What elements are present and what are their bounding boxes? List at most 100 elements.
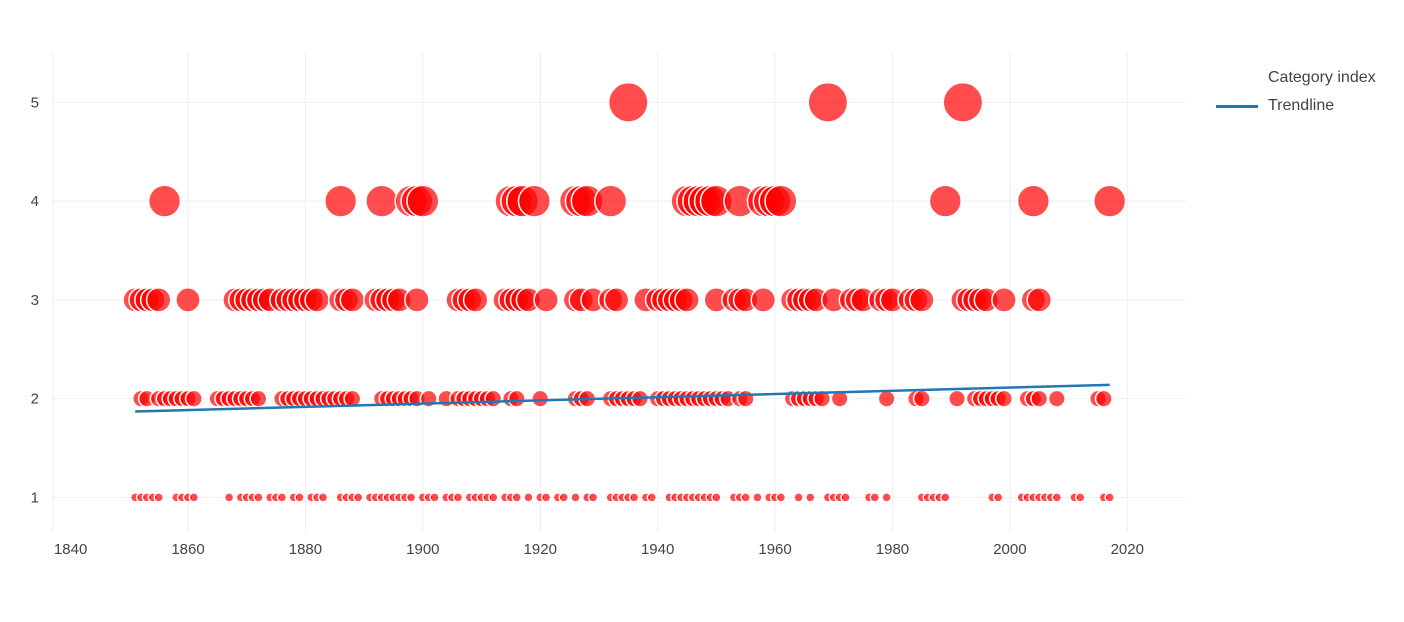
markers — [122, 81, 1127, 503]
data-point[interactable] — [736, 389, 755, 408]
legend-item-category-index[interactable]: Category index — [1214, 64, 1376, 92]
axis-labels: 1840 1860 1880 1900 1920 1940 1960 1980 2000 2020… — [31, 94, 1144, 558]
data-point[interactable] — [184, 389, 203, 408]
data-point[interactable] — [145, 287, 172, 313]
data-point[interactable] — [353, 492, 364, 503]
data-point[interactable] — [1051, 492, 1063, 503]
data-point[interactable] — [540, 492, 552, 503]
trendline[interactable] — [135, 383, 1110, 413]
data-point[interactable] — [153, 492, 164, 503]
data-point[interactable] — [147, 184, 182, 218]
data-point[interactable] — [740, 492, 751, 503]
data-point[interactable] — [991, 287, 1017, 313]
x-tick-label: 2020 — [1111, 541, 1144, 558]
data-point[interactable] — [452, 492, 464, 503]
legend-swatch-trendline — [1214, 92, 1258, 120]
legend-item-trendline[interactable]: Trendline — [1214, 92, 1376, 120]
data-point[interactable] — [805, 492, 816, 503]
x-tick-label: 1880 — [289, 541, 322, 558]
data-point[interactable] — [324, 184, 358, 218]
data-point[interactable] — [188, 492, 200, 503]
data-point[interactable] — [570, 492, 581, 503]
data-point[interactable] — [517, 184, 552, 218]
data-point[interactable] — [1093, 184, 1127, 218]
data-point[interactable] — [317, 492, 329, 503]
data-point[interactable] — [869, 492, 881, 503]
data-point[interactable] — [276, 492, 288, 503]
data-point[interactable] — [249, 389, 268, 408]
data-point[interactable] — [1016, 184, 1051, 218]
x-tick-label: 1860 — [171, 541, 204, 558]
x-tick-label: 2000 — [993, 541, 1026, 558]
data-point[interactable] — [507, 389, 526, 408]
data-point[interactable] — [752, 492, 763, 503]
data-point[interactable] — [511, 492, 523, 503]
data-point[interactable] — [877, 389, 896, 408]
data-point[interactable] — [488, 492, 499, 503]
data-point[interactable] — [1104, 492, 1115, 503]
x-tick-label: 1980 — [876, 541, 909, 558]
data-point[interactable] — [992, 492, 1004, 503]
x-tick-label: 1940 — [641, 541, 674, 558]
data-point[interactable] — [253, 492, 264, 503]
data-point[interactable] — [603, 287, 630, 313]
data-point[interactable] — [646, 492, 658, 503]
data-point[interactable] — [830, 389, 849, 408]
data-point[interactable] — [294, 492, 305, 503]
data-point[interactable] — [840, 492, 851, 503]
data-point[interactable] — [558, 492, 569, 503]
x-tick-label: 1840 — [54, 541, 87, 558]
data-point[interactable] — [793, 492, 804, 503]
data-point[interactable] — [339, 287, 366, 313]
legend: Category index Trendline — [1214, 64, 1376, 120]
data-point[interactable] — [912, 389, 931, 408]
y-tick-label: 3 — [31, 292, 39, 309]
data-point[interactable] — [908, 287, 935, 313]
legend-label-category: Category index — [1268, 69, 1376, 86]
data-point[interactable] — [1075, 492, 1086, 503]
y-tick-label: 2 — [31, 391, 39, 408]
trendline-layer — [135, 383, 1110, 413]
data-point[interactable] — [462, 287, 489, 313]
data-point[interactable] — [405, 492, 417, 503]
data-point[interactable] — [775, 492, 787, 503]
y-tick-label: 4 — [31, 193, 39, 210]
data-point[interactable] — [533, 287, 559, 313]
data-point[interactable] — [404, 287, 430, 313]
data-point[interactable] — [175, 287, 201, 313]
data-point[interactable] — [406, 184, 440, 218]
data-point[interactable] — [223, 492, 235, 503]
data-point[interactable] — [711, 492, 722, 503]
data-point[interactable] — [940, 492, 951, 503]
data-point[interactable] — [343, 389, 362, 408]
data-point[interactable] — [942, 81, 984, 123]
data-point[interactable] — [1030, 389, 1049, 408]
data-point[interactable] — [750, 287, 777, 313]
data-point[interactable] — [1047, 389, 1066, 408]
data-point[interactable] — [607, 81, 649, 123]
data-point[interactable] — [881, 492, 892, 503]
data-point[interactable] — [628, 492, 640, 503]
data-point[interactable] — [764, 184, 798, 218]
x-tick-label: 1960 — [758, 541, 791, 558]
data-point[interactable] — [1026, 287, 1053, 313]
data-point[interactable] — [948, 389, 967, 408]
data-point[interactable] — [523, 492, 534, 503]
data-point[interactable] — [812, 389, 832, 408]
data-point[interactable] — [304, 287, 331, 313]
data-point[interactable] — [429, 492, 440, 503]
data-point[interactable] — [365, 184, 399, 218]
x-tick-label: 1920 — [524, 541, 557, 558]
data-point[interactable] — [484, 389, 503, 408]
data-point[interactable] — [587, 492, 599, 503]
data-point[interactable] — [994, 389, 1014, 408]
data-point[interactable] — [594, 184, 628, 218]
legend-swatch-category — [1214, 64, 1258, 92]
y-tick-label: 1 — [31, 489, 39, 506]
data-point[interactable] — [531, 389, 550, 408]
data-point[interactable] — [674, 287, 700, 313]
data-point[interactable] — [807, 81, 849, 123]
data-point[interactable] — [928, 184, 962, 218]
data-point[interactable] — [1094, 389, 1113, 408]
